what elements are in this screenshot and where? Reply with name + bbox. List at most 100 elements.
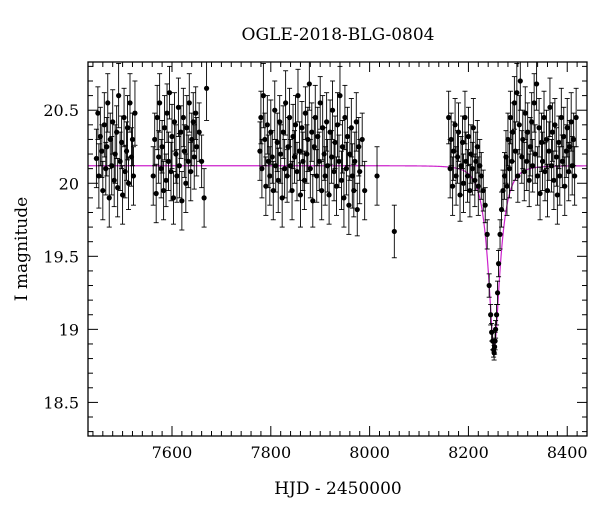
data-point <box>121 87 127 148</box>
data-point <box>356 117 362 177</box>
data-point <box>525 102 531 162</box>
data-point <box>257 121 263 181</box>
y-tick-label: 19 <box>59 320 79 339</box>
data-point <box>507 90 514 145</box>
data-point <box>272 80 278 140</box>
data-point <box>174 149 180 203</box>
x-tick-label: 8400 <box>547 443 588 462</box>
data-point <box>534 146 541 206</box>
data-point <box>289 160 295 221</box>
x-tick-label: 8000 <box>349 443 390 462</box>
data-point <box>132 80 138 146</box>
x-tick-label: 7600 <box>152 443 193 462</box>
data-point <box>492 320 499 339</box>
data-point <box>153 163 159 224</box>
data-point <box>460 153 467 213</box>
data-point <box>526 153 532 208</box>
data-point <box>116 63 122 129</box>
data-point <box>159 119 165 174</box>
data-point <box>446 90 452 145</box>
data-point <box>179 171 185 231</box>
data-point <box>568 92 574 152</box>
data-point <box>374 146 380 206</box>
data-point <box>282 138 288 199</box>
data-point <box>494 280 501 305</box>
data-point <box>127 73 133 133</box>
data-point <box>464 149 471 203</box>
x-tick-label: 8200 <box>448 443 489 462</box>
data-point <box>163 153 169 208</box>
data-point <box>295 68 301 123</box>
data-point <box>301 150 307 211</box>
data-point <box>270 160 276 221</box>
data-point <box>455 102 462 162</box>
data-point <box>534 62 540 111</box>
data-point <box>337 65 343 126</box>
data-point <box>280 105 286 159</box>
data-point <box>286 87 293 148</box>
data-point <box>310 174 316 228</box>
data-point <box>482 187 488 224</box>
data-point <box>160 160 167 221</box>
data-point <box>331 141 337 202</box>
data-point <box>111 153 117 208</box>
data-point <box>95 86 101 140</box>
x-tick-label: 7800 <box>250 443 291 462</box>
data-point <box>541 90 547 145</box>
data-point <box>514 63 520 123</box>
data-point <box>165 131 172 192</box>
data-point <box>342 84 348 151</box>
data-point <box>283 70 289 136</box>
data-point <box>488 304 494 326</box>
data-point <box>462 90 468 145</box>
data-point <box>191 124 197 190</box>
data-point <box>105 73 111 133</box>
data-point <box>553 127 559 187</box>
data-point <box>362 160 368 221</box>
data-point <box>150 146 156 206</box>
data-point <box>467 163 473 218</box>
data-point <box>183 153 189 213</box>
data-point <box>391 204 397 259</box>
data-point <box>277 95 283 149</box>
data-point <box>314 149 320 203</box>
data-point <box>317 76 323 130</box>
data-point <box>275 147 281 213</box>
data-point <box>203 62 210 121</box>
data-point <box>178 105 184 159</box>
data-point <box>549 102 556 162</box>
data-point <box>124 95 131 161</box>
data-point <box>309 102 315 162</box>
data-point <box>294 141 300 202</box>
data-point <box>291 130 298 184</box>
plot-frame <box>87 61 588 437</box>
x-axis-label: HJD - 2450000 <box>274 479 402 499</box>
data-point <box>201 168 207 228</box>
data-point <box>341 168 347 228</box>
data-point <box>339 119 346 174</box>
data-point <box>359 112 365 167</box>
data-point <box>312 84 318 151</box>
data-point <box>130 146 137 206</box>
y-tick-label: 20.5 <box>43 101 79 120</box>
data-point <box>166 65 173 120</box>
data-point <box>493 304 500 326</box>
data-point <box>572 146 578 206</box>
data-point <box>450 156 456 216</box>
data-point <box>504 156 510 216</box>
data-point <box>194 117 200 177</box>
data-point <box>93 128 99 189</box>
data-point <box>152 112 158 167</box>
data-point <box>104 117 110 177</box>
data-point <box>170 171 177 225</box>
data-point <box>185 134 191 189</box>
data-point <box>326 165 332 225</box>
data-point <box>544 163 551 218</box>
data-point <box>571 112 577 167</box>
data-point <box>161 95 168 161</box>
y-tick-label: 19.5 <box>43 247 79 266</box>
data-point <box>465 106 472 167</box>
data-point <box>346 175 352 235</box>
data-point <box>100 160 106 221</box>
